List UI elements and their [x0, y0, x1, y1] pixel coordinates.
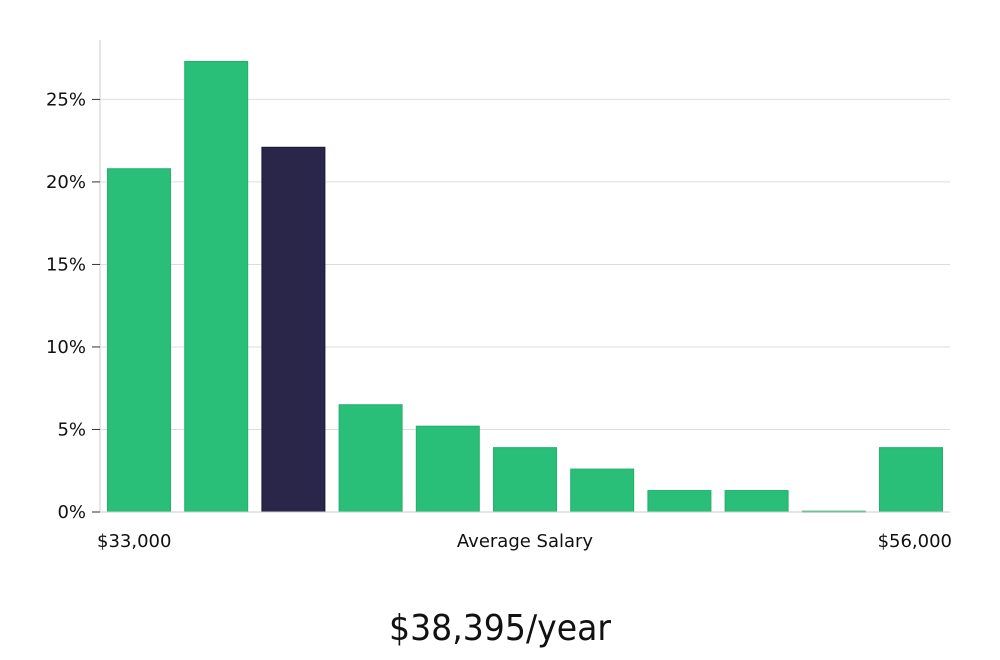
- bar: [415, 425, 480, 513]
- bar: [724, 490, 789, 513]
- y-tick-labels: 0% 5% 10% 15% 20% 25%: [46, 89, 100, 523]
- bar: [879, 447, 943, 513]
- y-tick-label: 15%: [46, 254, 86, 275]
- bar: [184, 60, 249, 513]
- y-tick-label: 0%: [57, 502, 86, 523]
- y-tick-label: 25%: [46, 89, 86, 110]
- y-tick-label: 5%: [57, 419, 86, 440]
- x-min-label: $33,000: [97, 531, 171, 552]
- average-salary-headline: $38,395/year: [388, 608, 612, 649]
- x-axis-title: Average Salary: [457, 531, 594, 552]
- bars-layer: [107, 60, 943, 513]
- bar: [338, 404, 403, 513]
- bar: [570, 468, 635, 513]
- x-max-label: $56,000: [878, 531, 952, 552]
- bar-highlighted: [261, 146, 326, 513]
- bar: [107, 168, 171, 513]
- bar: [647, 490, 712, 513]
- bar: [493, 447, 557, 513]
- salary-histogram: 0%5%10%15%20%25% $33,000 Average Salary …: [46, 40, 952, 552]
- y-tick-label: 20%: [46, 172, 86, 193]
- y-tick-label: 10%: [46, 337, 86, 358]
